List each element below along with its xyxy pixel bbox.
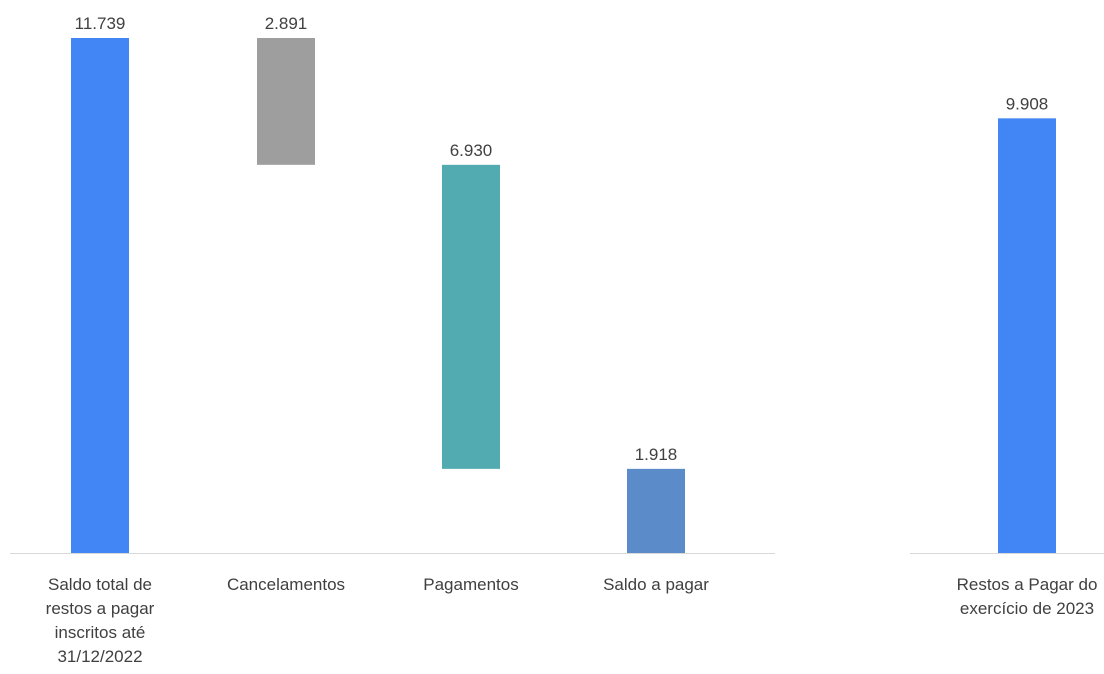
data-label: 2.891: [265, 14, 308, 33]
data-label: 9.908: [1006, 94, 1049, 113]
category-label: Saldo a pagar: [603, 575, 709, 594]
category-label: Restos a Pagar do exercício de 2023: [957, 575, 1098, 618]
category-label-line: Pagamentos: [423, 575, 518, 594]
bar: [71, 38, 129, 553]
data-label: 6.930: [450, 141, 493, 160]
category-label-line: exercício de 2023: [960, 599, 1094, 618]
bar-chart-2023: 9.908 Restos a Pagar do exercício de 2023: [910, 94, 1104, 618]
bar: [442, 164, 500, 469]
category-label-line: 31/12/2022: [57, 647, 142, 666]
category-label: Pagamentos: [423, 575, 518, 594]
data-label: 1.918: [635, 445, 678, 464]
bar: [257, 38, 315, 165]
category-label-line: Restos a Pagar do: [957, 575, 1098, 594]
bar: [627, 468, 685, 553]
category-label-line: restos a pagar: [46, 599, 155, 618]
category-label-line: Saldo a pagar: [603, 575, 709, 594]
data-label: 11.739: [75, 14, 126, 33]
category-label-line: inscritos até: [55, 623, 146, 642]
category-label-line: Cancelamentos: [227, 575, 345, 594]
category-label-line: Saldo total de: [48, 575, 152, 594]
waterfall-chart: 11.739 Saldo total de restos a pagar inscri…: [10, 14, 775, 666]
category-label: Saldo total de restos a pagar inscritos at…: [46, 575, 155, 666]
category-label: Cancelamentos: [227, 575, 345, 594]
bar: [998, 118, 1056, 553]
